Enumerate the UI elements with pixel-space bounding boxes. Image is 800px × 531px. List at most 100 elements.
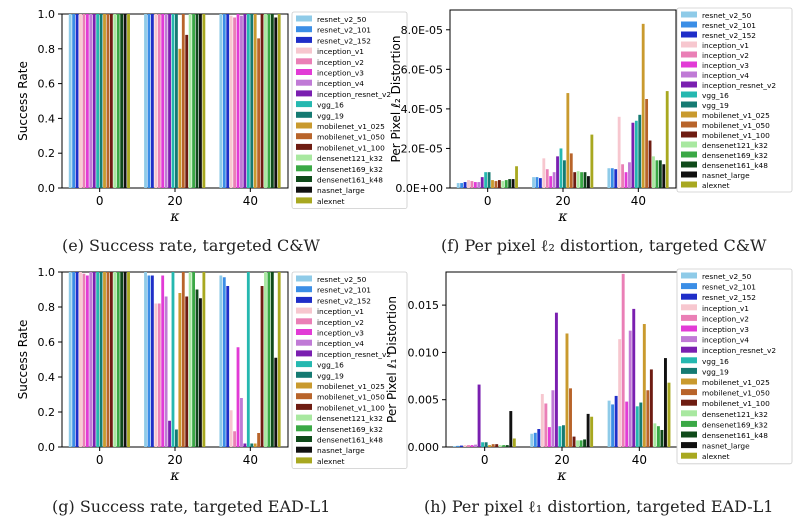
- bar-mobilenet_v1_100-40: [260, 286, 264, 447]
- bar-resnet_v2_152-40: [614, 169, 618, 188]
- bar-mobilenet_v1_100-0: [495, 444, 499, 447]
- x-tick-label: 0: [481, 453, 489, 467]
- bar-inception_v4-40: [240, 398, 243, 447]
- bar-densenet169_k32-20: [192, 14, 195, 188]
- bar-densenet169_k32-20: [579, 440, 583, 447]
- bar-resnet_v2_50-20: [530, 433, 534, 447]
- legend-label-inception_v3: inception_v3: [702, 325, 749, 334]
- bar-inception_v4-20: [552, 172, 556, 188]
- x-tick-label: 40: [243, 453, 258, 467]
- bar-nasnet_large-0: [509, 411, 513, 447]
- legend-swatch-inception_v4: [296, 79, 312, 86]
- bar-mobilenet_v1_025-20: [565, 333, 569, 447]
- bar-inception_v2-0: [82, 273, 86, 447]
- y-tick-label: 0.0: [38, 182, 56, 195]
- legend-swatch-alexnet: [296, 197, 312, 204]
- legend-swatch-inception_v4: [296, 339, 312, 346]
- bar-resnet_v2_152-20: [150, 275, 154, 447]
- legend-swatch-resnet_v2_50: [681, 272, 697, 279]
- bar-densenet169_k32-20: [580, 172, 583, 188]
- bar-inception_v4-0: [477, 182, 481, 188]
- bar-densenet121_k32-20: [188, 14, 192, 188]
- legend-swatch-densenet121_k32: [296, 154, 312, 161]
- y-tick-label: 0.8: [38, 43, 56, 56]
- bar-alexnet-0: [515, 166, 518, 188]
- legend-label-alexnet: alexnet: [317, 197, 345, 206]
- bar-inception_v3-40: [236, 347, 240, 447]
- y-axis-label: Success Rate: [16, 320, 30, 400]
- bar-inception_v2-40: [621, 164, 625, 188]
- bar-mobilenet_v1_025-20: [178, 293, 182, 447]
- bar-densenet161_k48-20: [195, 14, 199, 188]
- legend-label-densenet161_k48: densenet161_k48: [317, 176, 383, 185]
- x-tick-label: 0: [484, 194, 492, 208]
- bar-inception_v4-0: [474, 444, 478, 447]
- bar-resnet_v2_50-0: [68, 14, 72, 188]
- bar-alexnet-20: [202, 272, 206, 447]
- legend-label-densenet169_k32: densenet169_k32: [702, 151, 768, 160]
- bar-inception_v1-40: [617, 116, 621, 188]
- bar-inception_v1-0: [79, 14, 82, 188]
- legend-label-densenet169_k32: densenet169_k32: [317, 425, 383, 434]
- y-tick-label: 8.0E-05: [401, 24, 443, 37]
- legend-f: resnet_v2_50resnet_v2_101resnet_v2_152in…: [676, 7, 793, 193]
- bar-densenet161_k48-40: [658, 160, 662, 188]
- bar-resnet_v2_101-0: [460, 183, 464, 188]
- bar-inception_v4-20: [164, 14, 168, 188]
- legend-swatch-mobilenet_v1_100: [681, 399, 697, 406]
- bar-nasnet_large-20: [586, 413, 590, 447]
- bar-resnet_v2_101-20: [533, 432, 537, 447]
- legend-swatch-alexnet: [681, 452, 697, 459]
- bar-inception_v3-20: [549, 176, 553, 188]
- legend-swatch-vgg_19: [296, 371, 312, 378]
- bar-inception_v3-40: [625, 401, 629, 447]
- caption-g: (g) Success rate, targeted EAD-L1: [52, 497, 331, 516]
- bar-vgg_16-0: [96, 272, 100, 447]
- bar-inception_v3-0: [85, 275, 89, 447]
- legend-label-densenet169_k32: densenet169_k32: [702, 420, 768, 429]
- bar-inception_v2-20: [157, 14, 161, 188]
- bar-nasnet_large-40: [274, 357, 278, 447]
- legend-swatch-vgg_19: [296, 111, 312, 118]
- bar-densenet161_k48-40: [660, 429, 664, 447]
- bar-resnet_v2_50-0: [456, 183, 460, 188]
- x-tick-label: 0: [96, 194, 104, 208]
- bar-inception_resnet_v2-40: [632, 308, 636, 447]
- bar-mobilenet_v1_100-40: [260, 14, 264, 188]
- y-tick-label: 2.0E-05: [401, 142, 443, 155]
- bar-inception_v3-0: [470, 445, 474, 447]
- bar-inception_resnet_v2-40: [243, 14, 247, 188]
- bar-mobilenet_v1_025-0: [491, 180, 494, 188]
- legend-label-inception_v1: inception_v1: [702, 304, 749, 313]
- y-tick-label: 0.015: [408, 299, 440, 312]
- legend-g: resnet_v2_50 resnet_v2_101resnet_v2_152in…: [291, 271, 408, 470]
- bar-alexnet-20: [590, 134, 594, 188]
- bar-densenet121_k32-40: [653, 423, 657, 447]
- legend-swatch-densenet161_k48: [296, 436, 312, 442]
- legend-label-mobilenet_v1_100: mobilenet_v1_100: [702, 131, 770, 140]
- legend-label-inception_resnet_v2: inception_resnet_v2: [702, 346, 776, 355]
- legend-swatch-vgg_16: [296, 101, 312, 108]
- bar-densenet169_k32-40: [267, 272, 271, 447]
- bar-inception_v4-40: [628, 330, 632, 447]
- bar-mobilenet_v1_100-40: [648, 140, 652, 188]
- bar-mobilenet_v1_050-40: [646, 390, 650, 447]
- legend-swatch-inception_v1: [681, 41, 697, 48]
- bar-resnet_v2_50-0: [452, 446, 456, 447]
- legend-label-inception_v4: inception_v4: [317, 79, 364, 88]
- bar-mobilenet_v1_100-40: [649, 369, 653, 447]
- y-tick-label: 0.000: [408, 441, 440, 454]
- bar-mobilenet_v1_050-20: [181, 14, 185, 188]
- legend-swatch-nasnet_large: [681, 171, 697, 178]
- legend-swatch-alexnet: [296, 457, 312, 464]
- bar-resnet_v2_50-20: [532, 177, 535, 188]
- bar-inception_v1-20: [154, 14, 158, 188]
- legend-label-inception_v1: inception_v1: [702, 41, 749, 50]
- legend-swatch-inception_v2: [296, 58, 312, 65]
- y-tick-label: 1.0: [38, 8, 56, 21]
- y-axis-label: Success Rate: [16, 61, 30, 141]
- bar-densenet169_k32-40: [655, 160, 659, 188]
- bar-inception_v2-0: [470, 181, 474, 188]
- legend-swatch-densenet169_k32: [681, 151, 697, 158]
- bar-densenet161_k48-40: [270, 272, 274, 447]
